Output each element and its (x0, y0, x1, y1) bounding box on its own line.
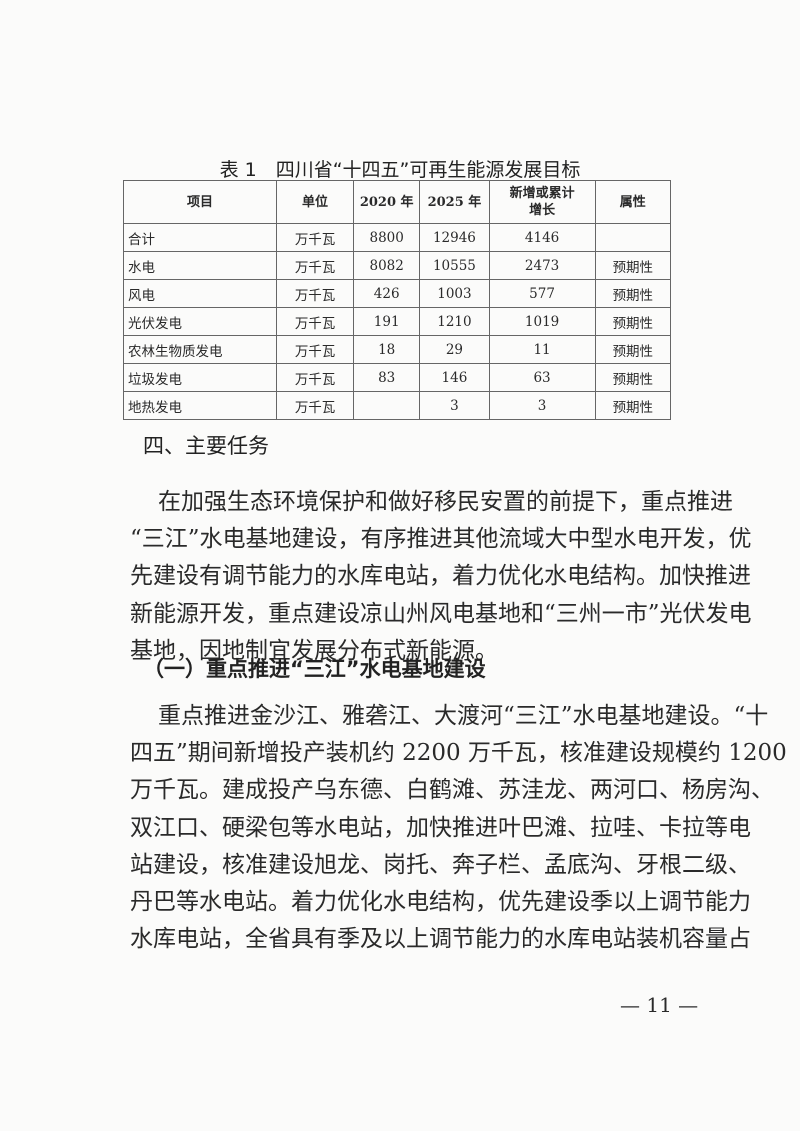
table-cell: 426 (353, 279, 421, 308)
table-cell: 18 (353, 335, 421, 364)
paragraph-line: 万千瓦。建成投产乌东德、白鹤滩、苏洼龙、两河口、杨房沟、 (130, 777, 774, 804)
table-row: 垃圾发电 万千瓦 83 146 63 预期性 (122, 363, 672, 392)
table-cell: 83 (353, 363, 421, 392)
table-cell: 预期性 (594, 391, 672, 420)
table-row: 合计 万千瓦 8800 12946 4146 (122, 223, 672, 252)
table-cell: 万千瓦 (276, 307, 355, 336)
table-cell: 63 (488, 363, 596, 392)
paragraph-line: 站建设，核准建设旭龙、岗托、奔子栏、孟底沟、牙根二级、 (130, 851, 751, 878)
column-header: 2025 年 (419, 180, 490, 224)
table-cell: 万千瓦 (276, 335, 355, 364)
table-title: 表 1 四川省“十四五”可再生能源发展目标 (219, 159, 581, 181)
table-cell: 万千瓦 (276, 223, 355, 252)
table-cell: 预期性 (594, 363, 672, 392)
column-header: 项目 (122, 180, 278, 224)
table-cell: 地热发电 (122, 391, 278, 420)
table-cell: 预期性 (594, 307, 672, 336)
table-cell: 垃圾发电 (122, 363, 278, 392)
table-cell: 146 (419, 363, 490, 392)
page-number: — 11 — (620, 993, 699, 1017)
table-row: 农林生物质发电 万千瓦 18 29 11 预期性 (122, 335, 672, 364)
table-cell: 水电 (122, 251, 278, 280)
table-cell: 3 (419, 391, 490, 420)
section-heading: 四、主要任务 (143, 434, 269, 458)
paragraph-line: 四五”期间新增投产装机约 2200 万千瓦，核准建设规模约 1200 (130, 740, 787, 767)
table-cell: 合计 (122, 223, 278, 252)
table-cell: 1003 (419, 279, 490, 308)
table-row: 风电 万千瓦 426 1003 577 预期性 (122, 279, 672, 308)
column-header: 单位 (276, 180, 355, 224)
column-header: 属性 (594, 180, 672, 224)
table-cell: 万千瓦 (276, 391, 355, 420)
table-cell: 12946 (419, 223, 490, 252)
table-cell: 1019 (488, 307, 596, 336)
table-cell: 4146 (488, 223, 596, 252)
table-row: 地热发电 万千瓦 3 3 预期性 (122, 391, 672, 420)
subsection-heading: （一）重点推进“三江”水电基地建设 (143, 657, 486, 681)
paragraph-line: 基地，因地制宜发展分布式新能源。 (130, 637, 498, 664)
paragraph-line: 双江口、硬梁包等水电站，加快推进叶巴滩、拉哇、卡拉等电 (130, 814, 751, 841)
table-cell: 预期性 (594, 251, 672, 280)
table-cell: 191 (353, 307, 421, 336)
table-cell: 万千瓦 (276, 279, 355, 308)
paragraph-line: 先建设有调节能力的水库电站，着力优化水电结构。加快推进 (130, 563, 751, 590)
paragraph-line: “三江”水电基地建设，有序推进其他流域大中型水电开发，优 (130, 526, 752, 553)
renewable-targets-table: 项目 单位 2020 年 2025 年新增或累计增长 属性 合计 万千瓦 8800 12946… (122, 180, 672, 420)
paragraph-line: 重点推进金沙江、雅砻江、大渡河“三江”水电基地建设。“十 (158, 703, 769, 729)
table-cell: 29 (419, 335, 490, 364)
table-cell: 预期性 (594, 335, 672, 364)
table-cell (353, 391, 421, 420)
table-cell: 万千瓦 (276, 363, 355, 392)
table-cell: 农林生物质发电 (122, 335, 278, 364)
table-cell: 1210 (419, 307, 490, 336)
table-cell: 风电 (122, 279, 278, 308)
paragraph-line: 在加强生态环境保护和做好移民安置的前提下，重点推进 (158, 489, 733, 515)
column-header: 2020 年 (353, 180, 421, 224)
table-row: 光伏发电 万千瓦 191 1210 1019 预期性 (122, 307, 672, 336)
table-cell: 预期性 (594, 279, 672, 308)
paragraph-line: 丹巴等水电站。着力优化水电结构，优先建设季以上调节能力 (130, 889, 751, 915)
table-cell: 577 (488, 279, 596, 308)
column-header: 新增或累计增长 (488, 180, 596, 224)
table-cell: 8082 (353, 251, 421, 280)
table-cell: 3 (488, 391, 596, 420)
table-cell: 10555 (419, 251, 490, 280)
table-row: 水电 万千瓦 8082 10555 2473 预期性 (122, 251, 672, 280)
table-cell (594, 223, 672, 252)
paragraph-line: 新能源开发，重点建设凉山州风电基地和“三州一市”光伏发电 (130, 600, 752, 627)
table-cell: 光伏发电 (122, 307, 278, 336)
table-cell: 2473 (488, 251, 596, 280)
paragraph-line: 水库电站，全省具有季及以上调节能力的水库电站装机容量占 (130, 926, 751, 953)
table-cell: 万千瓦 (276, 251, 355, 280)
table-cell: 11 (488, 335, 596, 364)
table-cell: 8800 (353, 223, 421, 252)
